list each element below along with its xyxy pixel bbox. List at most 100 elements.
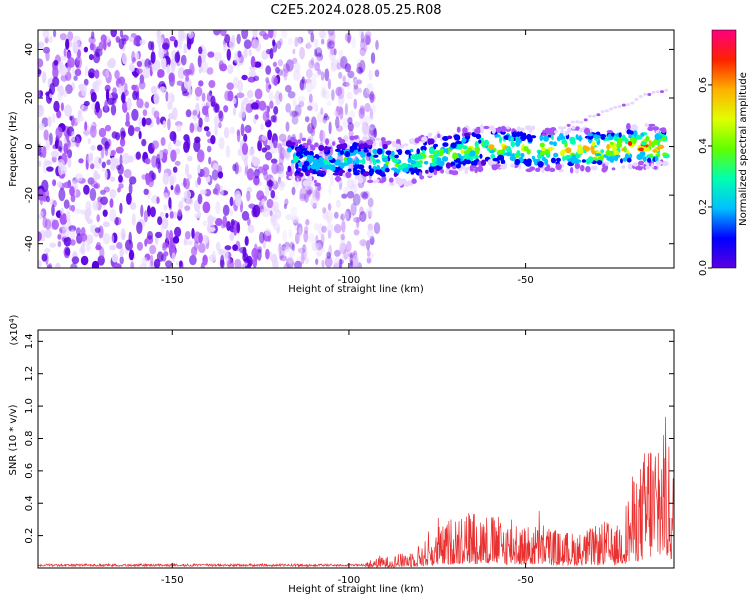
ridge-blob <box>372 148 378 155</box>
noise-blob <box>196 149 205 163</box>
ridge-blob <box>439 134 444 142</box>
noise-blob <box>339 239 344 250</box>
ridge-blob <box>363 146 368 153</box>
harmonic-blob <box>566 123 571 127</box>
ridge-blob <box>291 142 296 146</box>
ridge-blob <box>571 125 576 130</box>
noise-blob <box>236 222 241 234</box>
noise-blob <box>167 142 172 154</box>
noise-blob <box>361 192 369 200</box>
noise-blob <box>316 249 323 257</box>
noise-blob <box>229 196 234 207</box>
noise-blob <box>89 42 95 51</box>
noise-blob <box>177 67 186 80</box>
noise-blob <box>80 227 86 237</box>
noise-blob <box>224 245 232 251</box>
noise-blob <box>117 187 121 193</box>
noise-blob <box>163 204 168 211</box>
noise-blob <box>314 102 319 113</box>
noise-blob <box>370 52 376 64</box>
ridge-blob <box>655 134 663 140</box>
noise-blob <box>119 154 123 167</box>
noise-blob <box>150 206 156 218</box>
ridge-blob <box>645 135 650 142</box>
noise-blob <box>230 219 235 227</box>
noise-blob <box>49 242 57 248</box>
ridge-blob <box>648 123 656 127</box>
noise-blob <box>289 248 296 258</box>
noise-blob <box>367 197 374 208</box>
ridge-blob <box>372 166 377 170</box>
noise-blob <box>185 69 193 75</box>
ridge-blob <box>366 139 374 146</box>
noise-blob <box>103 39 107 51</box>
ridge-blob <box>339 150 345 155</box>
ridge-blob <box>510 163 515 168</box>
ridge-blob <box>514 154 520 158</box>
noise-blob <box>339 106 344 120</box>
noise-blob <box>287 91 296 99</box>
noise-blob <box>320 233 325 246</box>
noise-blob <box>106 60 115 69</box>
noise-blob <box>119 127 126 140</box>
noise-blob <box>84 121 88 131</box>
noise-blob <box>293 62 301 73</box>
noise-blob <box>120 228 126 241</box>
noise-blob <box>254 114 259 120</box>
noise-blob <box>278 92 283 102</box>
ridge-blob <box>465 159 472 165</box>
noise-blob <box>214 103 220 113</box>
noise-blob <box>302 250 307 261</box>
ridge-blob <box>535 167 541 172</box>
noise-blob <box>124 82 128 93</box>
ridge-blob <box>613 150 620 156</box>
noise-blob <box>172 166 178 173</box>
noise-blob <box>271 162 279 175</box>
noise-blob <box>118 174 123 183</box>
noise-blob <box>266 180 274 187</box>
ridge-blob <box>376 148 383 155</box>
ridge-blob <box>508 135 512 142</box>
ridge-blob <box>450 142 457 149</box>
noise-blob <box>356 217 360 229</box>
ridge-blob <box>303 160 310 167</box>
ridge-blob <box>334 160 341 166</box>
noise-blob <box>309 116 314 129</box>
noise-blob <box>214 218 223 226</box>
ridge-blob <box>491 127 496 134</box>
ridge-blob <box>591 141 596 147</box>
noise-blob <box>58 188 66 202</box>
noise-blob <box>311 116 317 130</box>
ridge-blob <box>475 133 482 140</box>
ridge-blob <box>575 134 579 140</box>
noise-blob <box>346 178 354 189</box>
noise-blob <box>51 219 59 230</box>
noise-blob <box>314 62 320 72</box>
noise-blob <box>155 231 163 239</box>
ridge-blob <box>491 164 498 171</box>
noise-blob <box>207 214 214 225</box>
noise-blob <box>100 196 108 205</box>
noise-blob <box>236 129 241 143</box>
noise-blob <box>45 138 51 150</box>
noise-blob <box>352 193 361 206</box>
noise-blob <box>166 64 171 74</box>
noise-blob <box>148 40 153 51</box>
ridge-blob <box>584 146 590 152</box>
noise-blob <box>217 171 224 179</box>
y-tick-label: 0.6 <box>24 463 35 479</box>
noise-blob <box>110 234 115 244</box>
noise-blob <box>352 76 358 84</box>
noise-blob <box>75 173 83 182</box>
noise-blob <box>279 147 286 160</box>
ridge-blob <box>385 150 392 155</box>
noise-blob <box>91 31 95 40</box>
noise-blob <box>187 155 193 162</box>
noise-blob <box>158 47 165 59</box>
ridge-blob <box>335 148 341 152</box>
noise-blob <box>162 241 169 249</box>
noise-blob <box>142 109 148 117</box>
noise-blob <box>98 157 102 164</box>
noise-blob <box>247 217 251 227</box>
ridge-blob <box>451 170 459 176</box>
